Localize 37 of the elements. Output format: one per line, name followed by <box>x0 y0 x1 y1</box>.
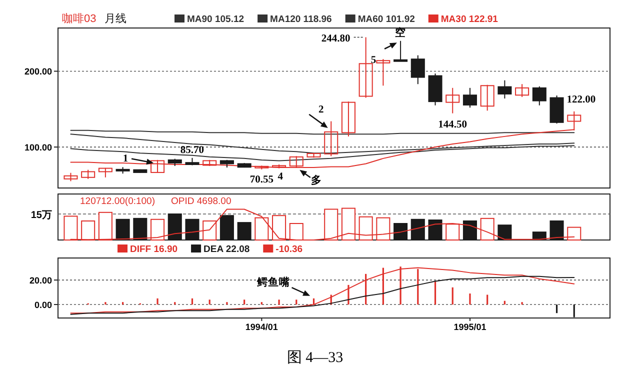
x-tick-label: 1995/01 <box>454 322 486 332</box>
annotation: 鳄鱼嘴 <box>256 276 292 289</box>
y-tick-label: 100.00 <box>24 142 52 153</box>
text: 120712.00(0:100) <box>80 196 156 207</box>
legend-label: DEA 22.08 <box>204 244 250 255</box>
legend-label: MA120 118.96 <box>270 14 332 25</box>
chart-subtitle: 月线 <box>104 12 126 25</box>
annotation: 多 <box>300 170 322 187</box>
text: OPID 4698.00 <box>171 196 232 207</box>
y-tick-label: 200.00 <box>24 66 52 77</box>
annotation: 122.00 <box>566 94 596 106</box>
annotation: 85.70 <box>180 144 204 156</box>
annotation: 244.80 <box>321 33 350 44</box>
legend-label: MA30 122.91 <box>440 14 499 25</box>
y-tick-label: 0.00 <box>34 300 52 310</box>
legend-label: DIFF 16.90 <box>130 244 178 255</box>
ref-line-label: 15万 <box>30 210 52 221</box>
x-tick-label: 1994/01 <box>245 322 278 332</box>
caption: 图 4—33 <box>286 350 344 366</box>
annotation: 2 <box>308 104 328 128</box>
y-tick-label: 20.00 <box>29 276 52 286</box>
annotation: 1 <box>122 154 128 165</box>
annotation: 4 <box>278 172 284 183</box>
annotation: 1 <box>122 154 154 165</box>
legend-label: -10.36 <box>276 244 303 255</box>
annotation: 多 <box>310 174 322 187</box>
annotation: 144.50 <box>438 119 468 130</box>
legend-label: MA90 105.12 <box>187 14 244 25</box>
annotation: 2 <box>318 104 324 116</box>
annotation: 鳄鱼嘴 <box>257 278 310 296</box>
annotation: 244.80 <box>321 33 364 44</box>
legend-label: MA60 101.92 <box>358 14 415 25</box>
annotation: 5 <box>370 42 397 66</box>
annotation: 空 <box>395 28 406 39</box>
chart-title: 咖啡03 <box>62 12 96 25</box>
annotation: 70.55 <box>250 174 274 186</box>
annotation: 5 <box>370 54 376 66</box>
